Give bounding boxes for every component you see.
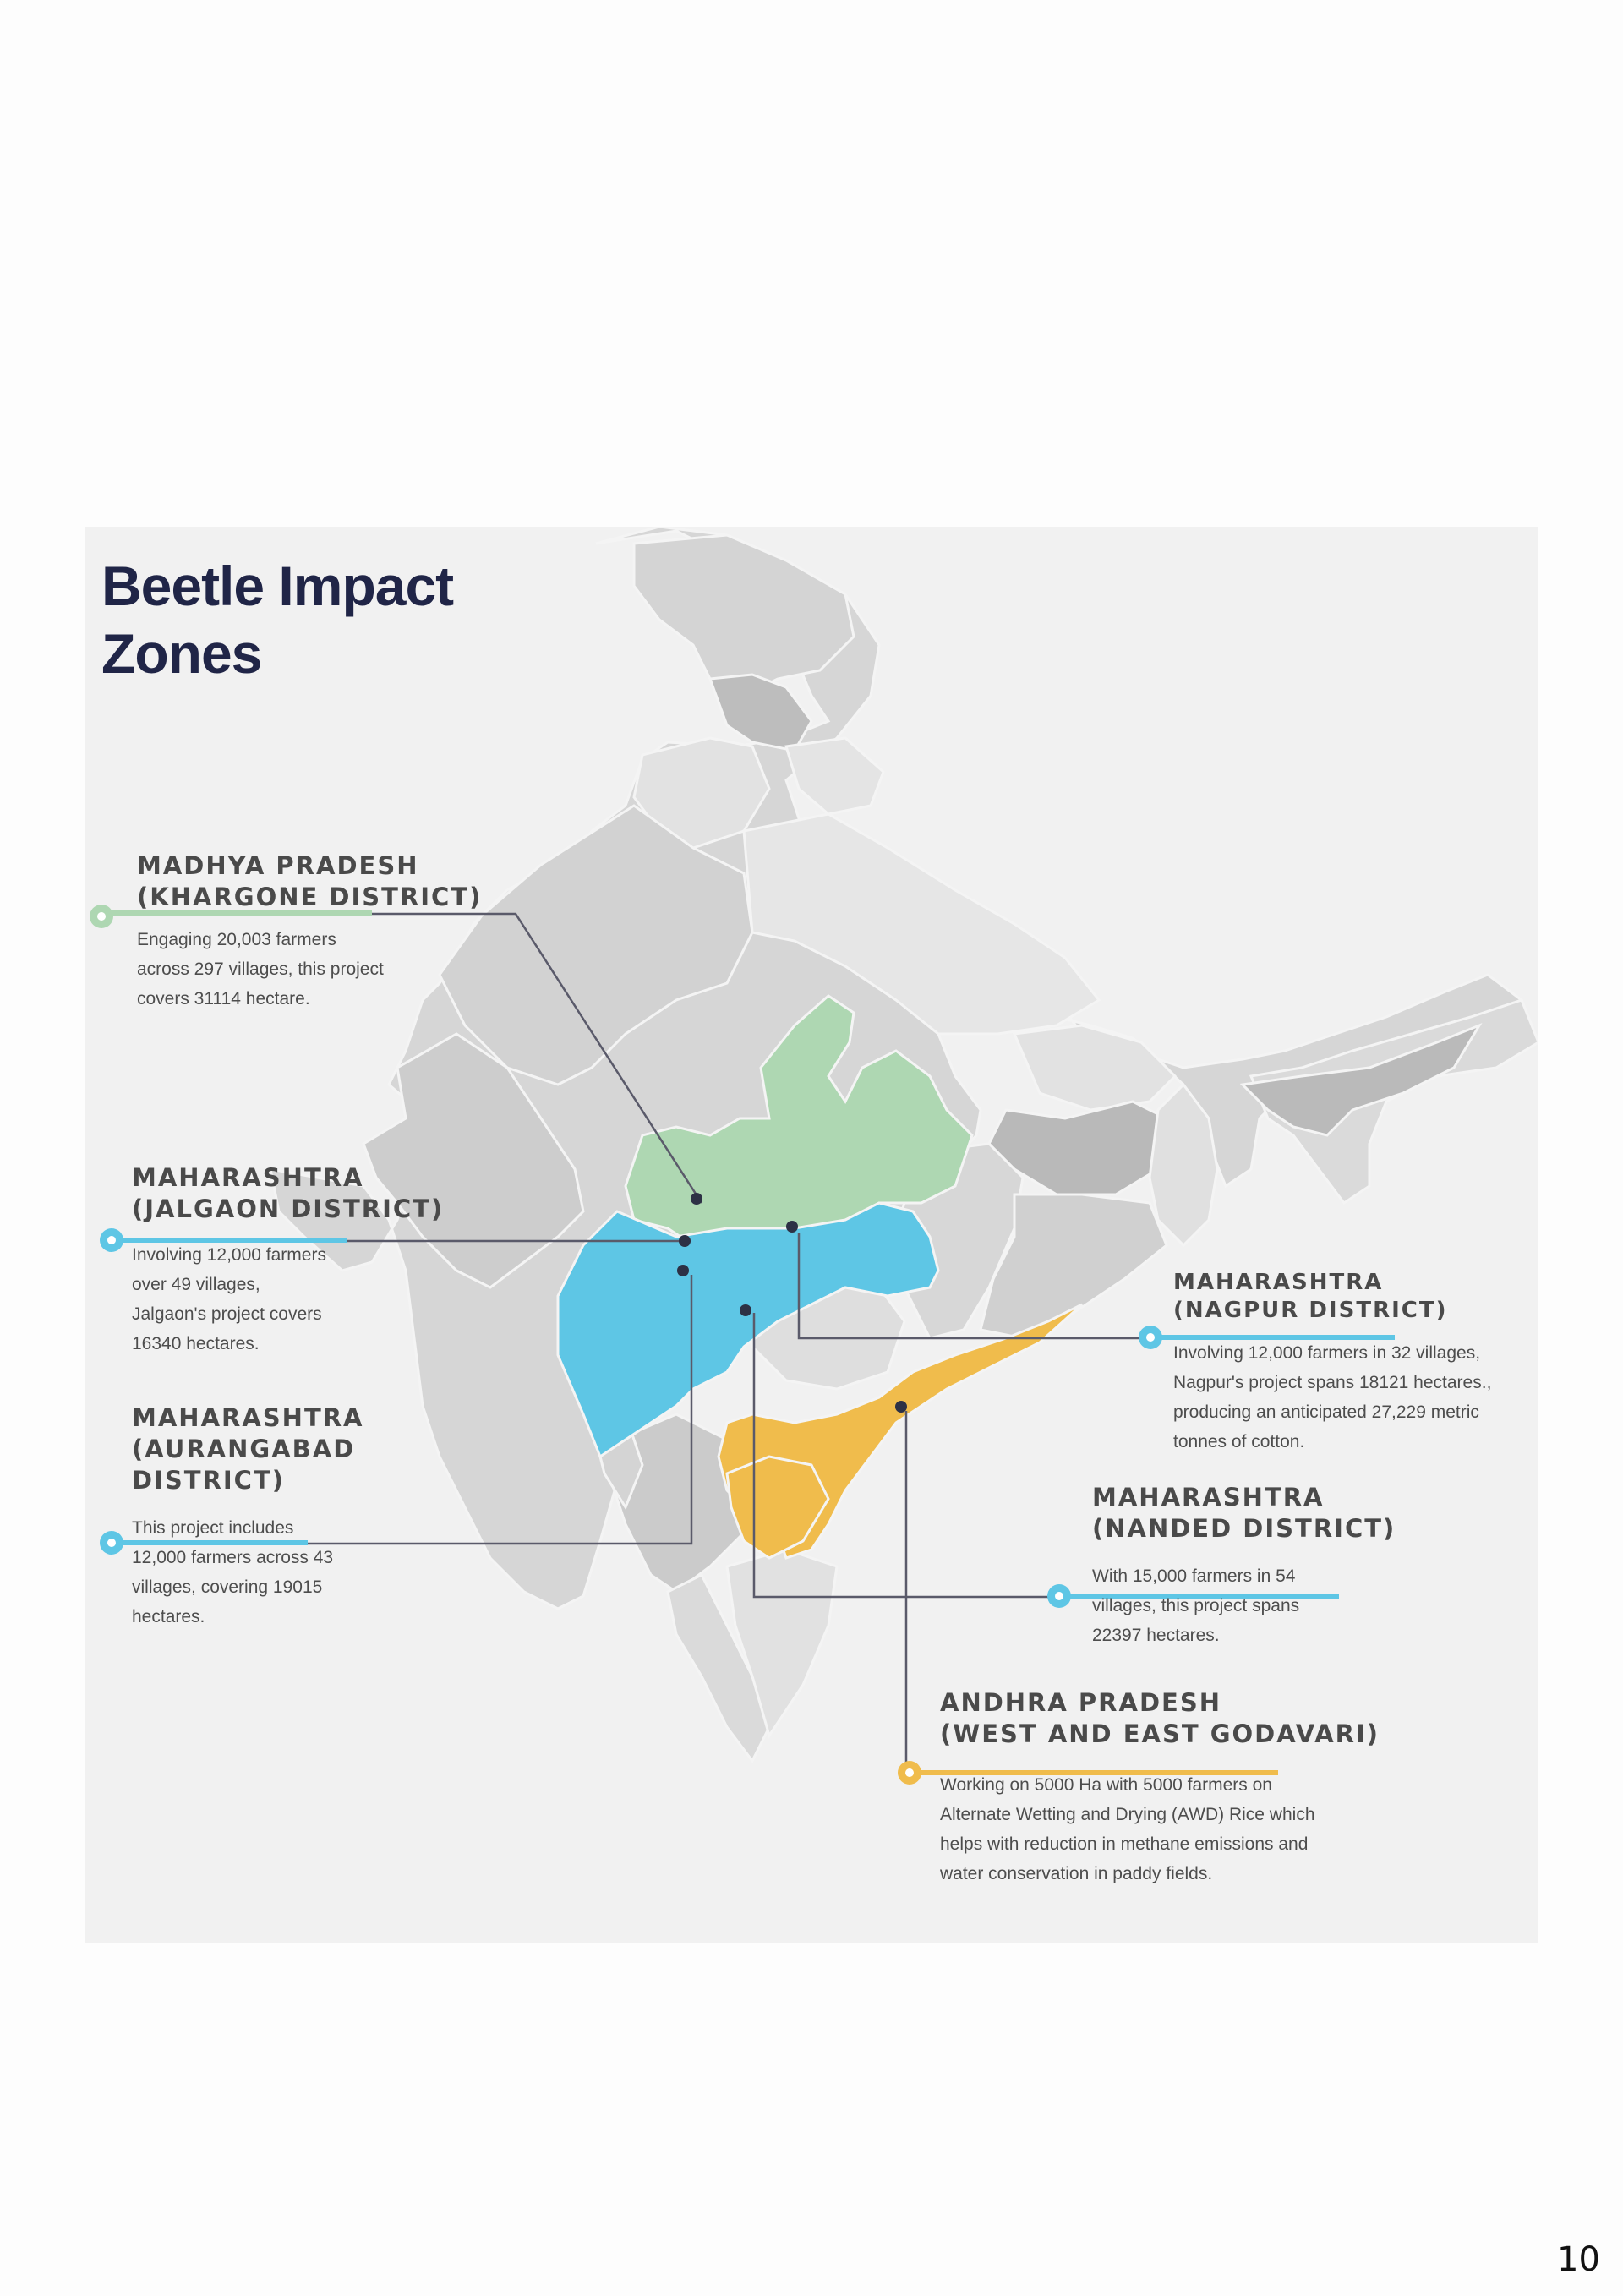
india-map: [90, 527, 1538, 1785]
leader-nanded: [752, 1313, 1058, 1599]
zone-desc-line: tonnes of cotton.: [1173, 1432, 1305, 1451]
zone-description: Working on 5000 Ha with 5000 farmers on …: [940, 1770, 1380, 1889]
zone-desc-line: across 297 villages, this project: [137, 959, 384, 979]
state-north-jk: [632, 533, 855, 697]
zone-desc-line: 22397 hectares.: [1092, 1626, 1220, 1645]
map-title: Beetle Impact Zones: [101, 552, 454, 687]
zone-desc-line: Involving 12,000 farmers in 32 villages,: [1173, 1343, 1481, 1363]
zone-title-line: ANDHRA PRADESH: [940, 1688, 1221, 1717]
map-panel: Beetle Impact Zones MADHYA PRADESH (KHAR…: [85, 527, 1538, 1943]
map-dots: [677, 1193, 907, 1413]
zone-title-line: MAHARASHTRA: [1173, 1270, 1384, 1295]
dot-nagpur: [786, 1221, 798, 1233]
zone-description: With 15,000 farmers in 54 villages, this…: [1092, 1561, 1396, 1650]
zone-title: MAHARASHTRA (AURANGABAD DISTRICT): [132, 1402, 364, 1496]
zone-description: Involving 12,000 farmers in 32 villages,…: [1173, 1338, 1491, 1457]
dot-khargone: [691, 1193, 702, 1205]
state-rajasthan: [438, 804, 754, 1086]
zone-desc-line: Working on 5000 Ha with 5000 farmers on: [940, 1775, 1272, 1795]
dot-aurangabad: [677, 1265, 689, 1276]
state-gujarat: [362, 1032, 585, 1289]
zone-andhra: ANDHRA PRADESH (WEST AND EAST GODAVARI) …: [940, 1687, 1380, 1889]
zone-desc-line: With 15,000 farmers in 54: [1092, 1566, 1296, 1586]
zone-khargone: MADHYA PRADESH (KHARGONE DISTRICT) Engag…: [137, 850, 482, 1014]
page-number: 10: [1557, 2240, 1600, 2279]
zone-description: This project includes 12,000 farmers acr…: [132, 1513, 364, 1632]
title-line-2: Zones: [101, 622, 262, 685]
zone-title-line: (AURANGABAD: [132, 1435, 356, 1463]
state-uttar-pradesh: [742, 812, 1101, 1036]
zone-title-line: MAHARASHTRA: [132, 1163, 364, 1192]
zone-desc-line: Involving 12,000 farmers: [132, 1245, 326, 1265]
zone-title: MAHARASHTRA (NAGPUR DISTRICT): [1173, 1269, 1491, 1325]
leader-nagpur: [797, 1233, 1157, 1340]
zone-title-line: MADHYA PRADESH: [137, 851, 419, 880]
dot-jalgaon: [679, 1235, 691, 1247]
state-bihar: [1012, 1024, 1178, 1112]
state-kerala: [666, 1572, 771, 1763]
zone-desc-line: villages, covering 19015: [132, 1577, 323, 1597]
zone-desc-line: over 49 villages,: [132, 1275, 260, 1294]
zone-title: ANDHRA PRADESH (WEST AND EAST GODAVARI): [940, 1687, 1380, 1750]
title-line-1: Beetle Impact: [101, 555, 454, 617]
zone-desc-line: producing an anticipated 27,229 metric: [1173, 1402, 1479, 1422]
zone-aurangabad: MAHARASHTRA (AURANGABAD DISTRICT) This p…: [132, 1402, 364, 1632]
zone-title-line: (JALGAON DISTRICT): [132, 1194, 445, 1223]
underline-andhra: [906, 1770, 1278, 1775]
zone-title: MADHYA PRADESH (KHARGONE DISTRICT): [137, 850, 482, 913]
underline-bars: [108, 910, 1395, 1775]
zone-title-line: (NANDED DISTRICT): [1092, 1514, 1396, 1543]
zone-jalgaon: MAHARASHTRA (JALGAON DISTRICT) Involving…: [132, 1162, 444, 1358]
underline-jalgaon: [112, 1238, 347, 1243]
dot-nanded: [740, 1304, 751, 1316]
zone-desc-line: Engaging 20,003 farmers: [137, 930, 336, 949]
zone-desc-line: This project includes: [132, 1518, 294, 1538]
zone-title-line: (KHARGONE DISTRICT): [137, 883, 483, 911]
zone-title-line: MAHARASHTRA: [1092, 1483, 1325, 1512]
dot-andhra: [895, 1401, 907, 1413]
underline-nanded: [1058, 1594, 1339, 1599]
zone-nagpur: MAHARASHTRA (NAGPUR DISTRICT) Involving …: [1173, 1269, 1491, 1457]
zone-title: MAHARASHTRA (JALGAON DISTRICT): [132, 1162, 444, 1225]
state-karnataka: [607, 1413, 754, 1594]
andhra-rayalaseema: [725, 1455, 830, 1560]
madhya-pradesh-region: [624, 994, 974, 1247]
underline-aurangabad: [112, 1540, 308, 1545]
zone-desc-line: 12,000 farmers across 43: [132, 1548, 334, 1567]
zone-title-line: MAHARASHTRA: [132, 1403, 364, 1432]
state-himachal: [708, 673, 813, 752]
zone-desc-line: 16340 hectares.: [132, 1334, 260, 1353]
zone-title-line: (WEST AND EAST GODAVARI): [940, 1719, 1380, 1748]
underline-khargone: [108, 910, 372, 916]
zone-desc-line: Alternate Wetting and Drying (AWD) Rice …: [940, 1805, 1315, 1824]
zone-desc-line: hectares.: [132, 1607, 205, 1626]
zone-desc-line: covers 31114 hectare.: [137, 989, 310, 1009]
zone-description: Engaging 20,003 farmers across 297 villa…: [137, 925, 482, 1014]
underline-nagpur: [1156, 1335, 1395, 1340]
zone-desc-line: Nagpur's project spans 18121 hectares.,: [1173, 1373, 1492, 1392]
zone-desc-line: water conservation in paddy fields.: [940, 1864, 1213, 1883]
state-assam: [1239, 1022, 1483, 1137]
state-uttarakhand: [784, 736, 885, 816]
state-west-bengal: [1148, 1082, 1219, 1248]
zone-description: Involving 12,000 farmers over 49 village…: [132, 1240, 444, 1358]
label-markers: [90, 905, 1162, 1785]
zone-nanded: MAHARASHTRA (NANDED DISTRICT) With 15,00…: [1092, 1482, 1396, 1650]
zone-desc-line: helps with reduction in methane emission…: [940, 1834, 1309, 1854]
maharashtra-region: [556, 1201, 940, 1459]
zone-title: MAHARASHTRA (NANDED DISTRICT): [1092, 1482, 1396, 1544]
zone-title-line: (NAGPUR DISTRICT): [1173, 1298, 1448, 1323]
zone-title-line: DISTRICT): [132, 1466, 285, 1495]
zone-desc-line: Jalgaon's project covers: [132, 1304, 322, 1324]
zone-desc-line: villages, this project spans: [1092, 1596, 1300, 1615]
